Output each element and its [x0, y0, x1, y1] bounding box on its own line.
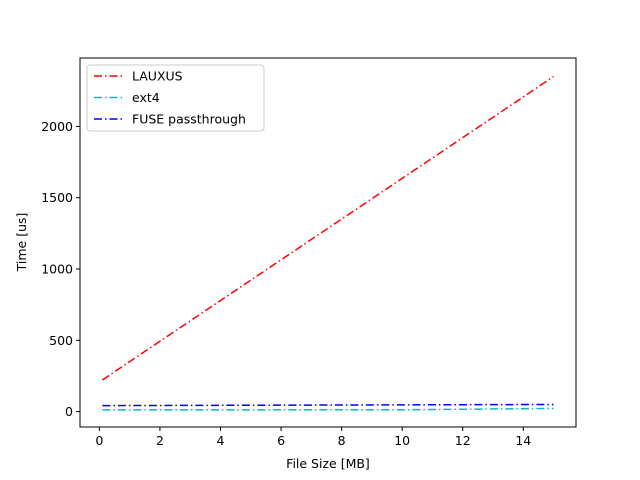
x-tick-label: 6: [277, 433, 285, 448]
legend-label-ext4: ext4: [132, 90, 160, 105]
x-tick-label: 10: [394, 433, 410, 448]
y-tick-label: 500: [49, 333, 73, 348]
x-axis-label: File Size [MB]: [286, 456, 370, 471]
y-axis-ticks: 0 500 1000 1500 2000: [41, 119, 80, 419]
series-line-lauxus: [101, 75, 555, 381]
y-axis-label: Time [us]: [14, 213, 29, 273]
x-tick-label: 12: [455, 433, 471, 448]
legend-label-fuse-passthrough: FUSE passthrough: [132, 112, 246, 127]
y-tick-label: 2000: [41, 119, 73, 134]
legend: LAUXUS ext4 FUSE passthrough: [86, 64, 265, 132]
x-tick-label: 4: [217, 433, 225, 448]
x-tick-label: 14: [515, 433, 531, 448]
plot-frame: [79, 57, 577, 428]
x-tick-label: 2: [156, 433, 164, 448]
y-tick-label: 1500: [41, 190, 73, 205]
x-tick-label: 0: [95, 433, 103, 448]
y-tick-label: 1000: [41, 262, 73, 277]
legend-box: [86, 64, 265, 132]
series-line-ext4: [102, 407, 554, 411]
x-tick-label: 8: [338, 433, 346, 448]
legend-label-lauxus: LAUXUS: [132, 69, 183, 84]
series-layer: [101, 75, 555, 411]
series-line-fuse-passthrough: [102, 403, 554, 407]
x-axis-ticks: 0 2 4 6 8 10 12 14: [95, 427, 531, 448]
y-tick-label: 0: [65, 404, 73, 419]
